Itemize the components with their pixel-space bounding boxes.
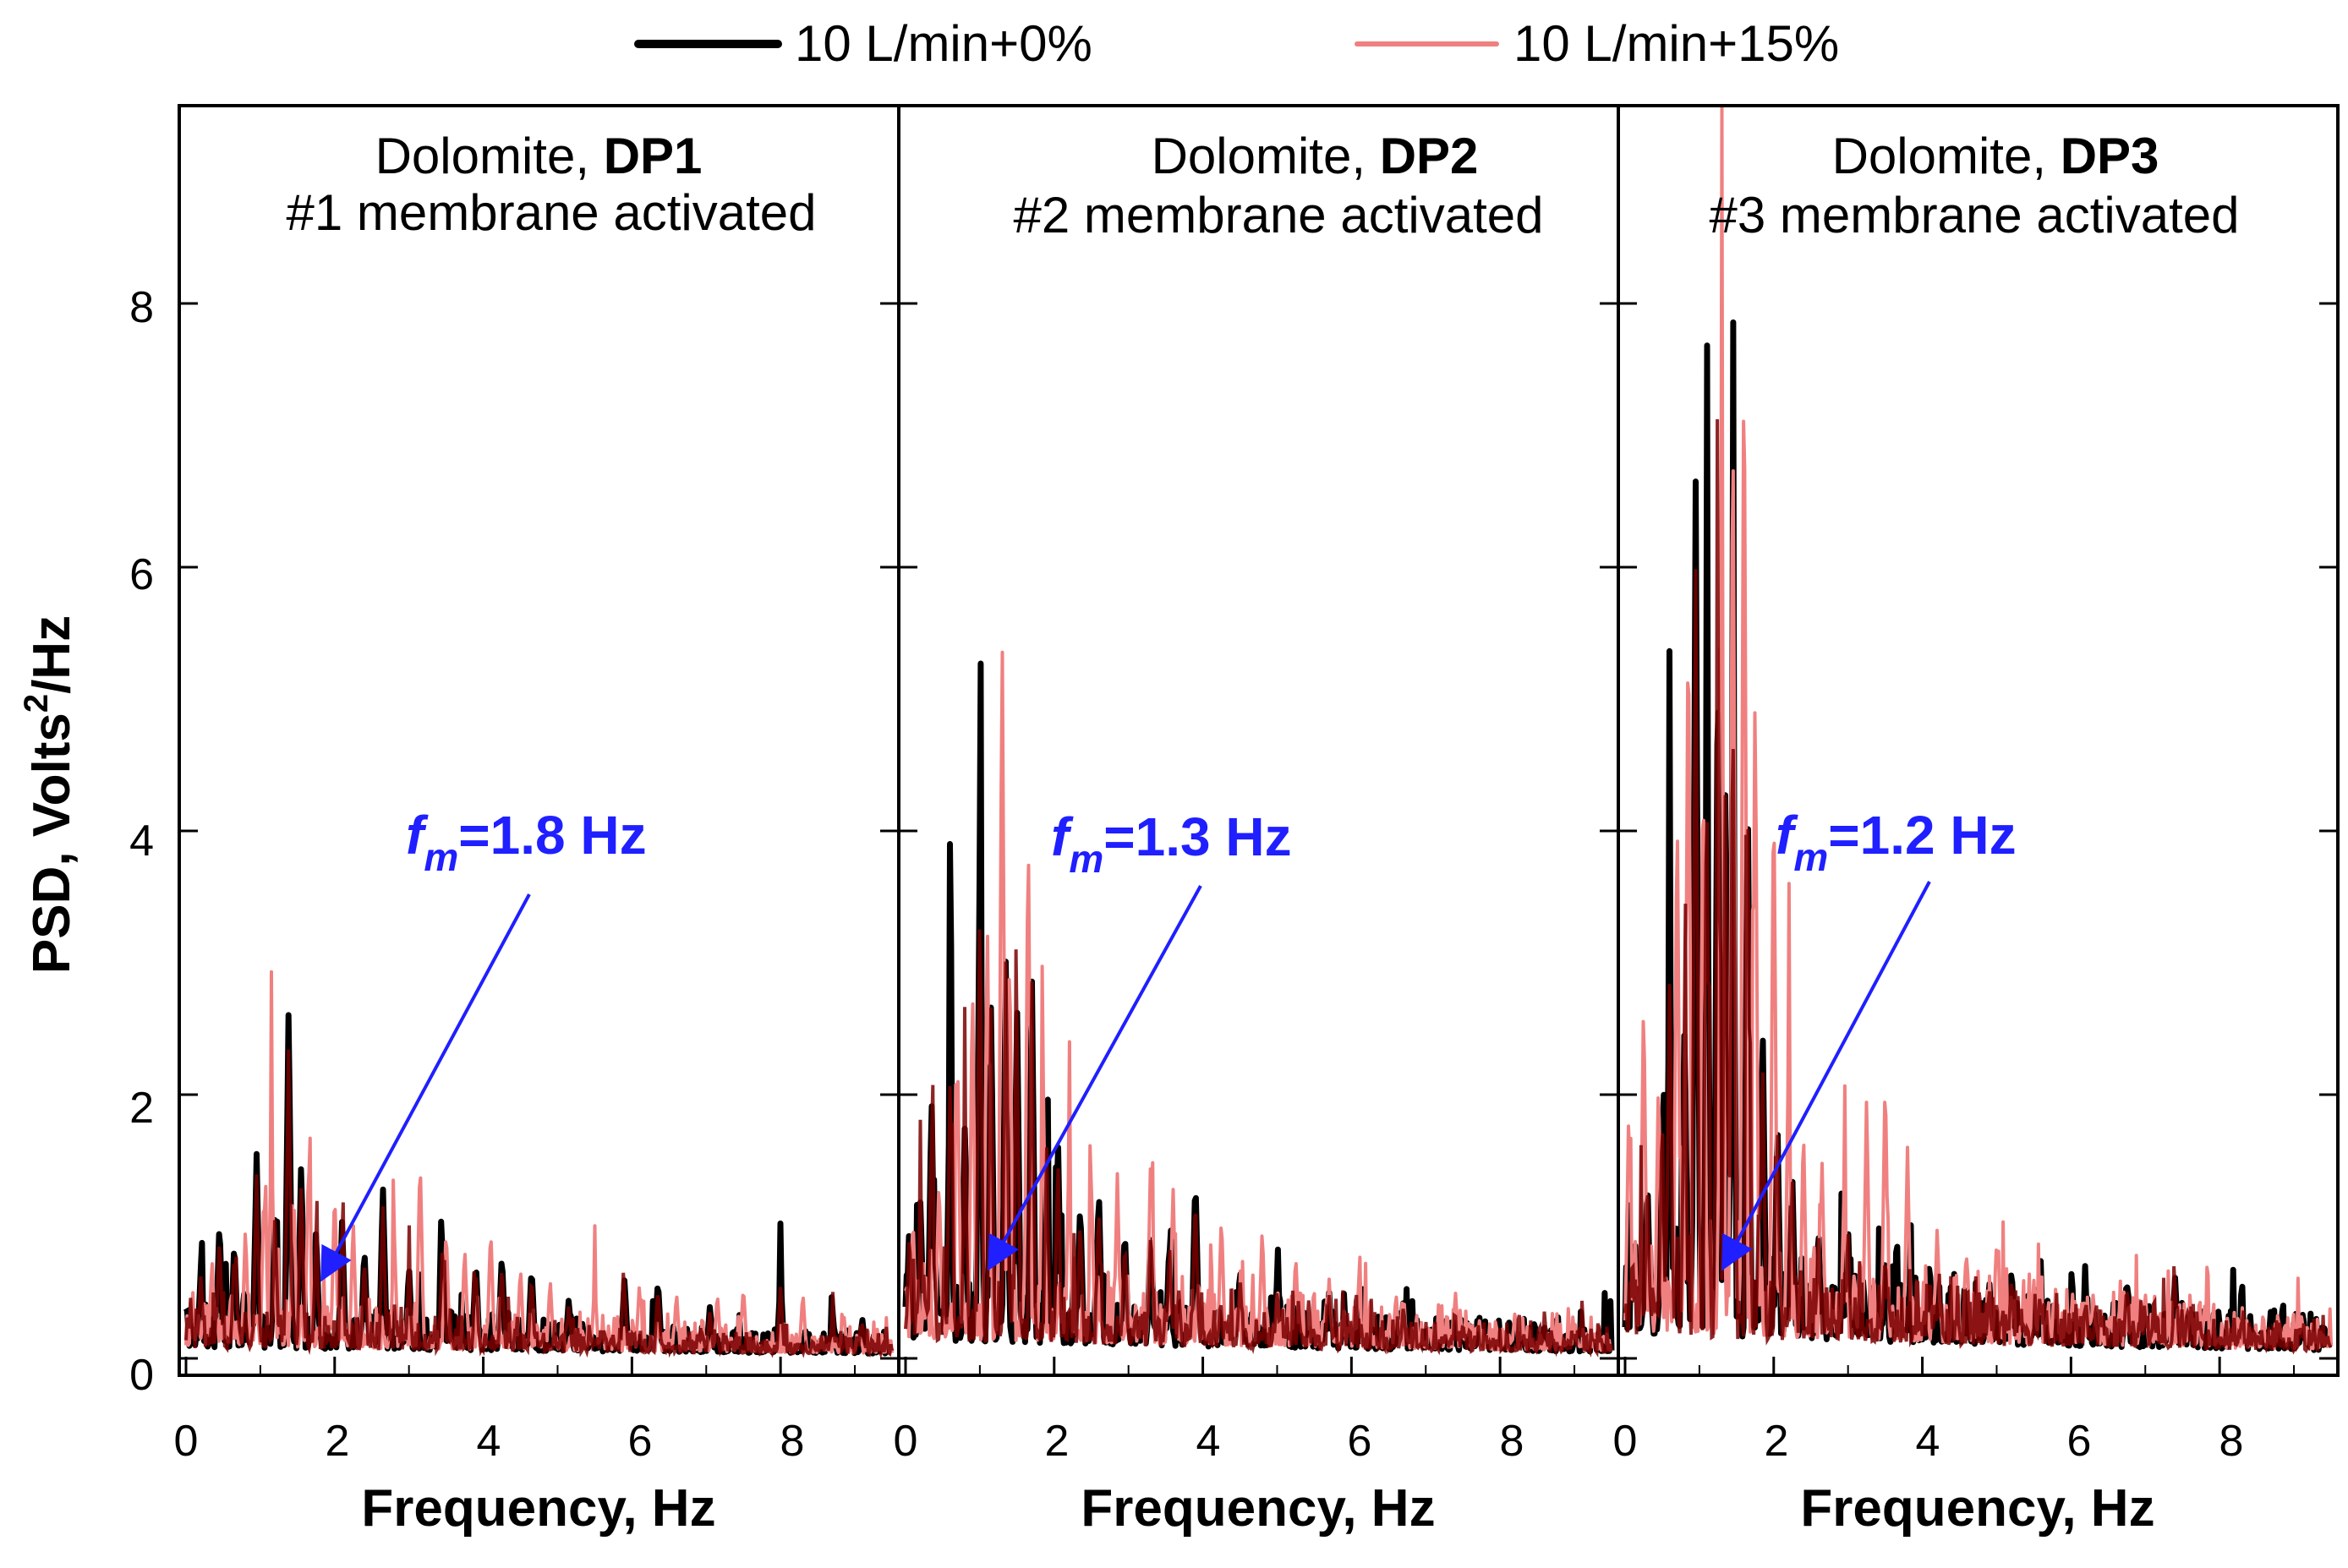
- panel-dp1-annotation-arrow: [320, 893, 531, 1282]
- panel-dp3-title-prefix: Dolomite,: [1832, 128, 2061, 184]
- panel-dp1-title-bold: DP1: [604, 128, 703, 184]
- panel-dp3-x-tick-4: 4: [1916, 1417, 1940, 1466]
- y-axis-label: PSD, Volts2/Hz: [18, 615, 81, 974]
- panel-dp3-annotation-value: =1.2 Hz: [1828, 805, 2016, 866]
- panel-dp1-x-tick-8: 8: [780, 1417, 805, 1466]
- panel-dp3-series-red-line: [1623, 104, 2333, 1351]
- panel-dp1-overlap-line: [184, 1049, 894, 1359]
- panel-dp3-x-tick-0: 0: [1613, 1417, 1638, 1466]
- panel-dp1-title-prefix: Dolomite,: [375, 128, 604, 184]
- panel-dp3-annotation-arrow: [1721, 881, 1931, 1271]
- panel-dp2-series-red-line: [904, 650, 1613, 1352]
- panel-dp1-annotation: fm=1.8 Hz: [406, 805, 647, 879]
- panel-dp2: Dolomite, DP2 #2 membrane activated fm=1…: [894, 104, 1620, 1538]
- panel-dp1-x-axis-label: Frequency, Hz: [361, 1479, 715, 1538]
- legend-label-black: 10 L/min+0%: [795, 15, 1092, 72]
- panel-dp2-x-tick-6: 6: [1348, 1417, 1372, 1466]
- panel-dp2-x-tick-8: 8: [1500, 1417, 1524, 1466]
- panel-dp3-plot-area: [1618, 104, 2338, 1375]
- panel-dp2-x-ticks: 0 2 4 6 8: [894, 1417, 1524, 1466]
- panel-dp3-x-tick-8: 8: [2219, 1417, 2244, 1466]
- panel-dp2-tick-marks: [899, 302, 1618, 1375]
- y-tick-label-4: 4: [129, 817, 154, 866]
- panel-dp3-title-bold: DP3: [2061, 128, 2159, 184]
- panel-dp1-x-tick-2: 2: [326, 1417, 350, 1466]
- panel-dp3-frame: [1617, 104, 2340, 1377]
- panel-dp2-overlap-line: [904, 929, 1613, 1358]
- panel-dp2-x-tick-2: 2: [1045, 1417, 1070, 1466]
- panel-dp2-annotation-value: =1.3 Hz: [1103, 806, 1291, 867]
- panel-dp3-tick-marks: [1618, 302, 2338, 1375]
- panel-dp1: Dolomite, DP1 #1 membrane activated fm=1…: [174, 104, 900, 1538]
- panel-dp1-annotation-subscript: m: [424, 835, 458, 879]
- panel-dp3-title: Dolomite, DP3: [1832, 128, 2159, 184]
- panel-dp3-annotation: fm=1.2 Hz: [1776, 805, 2017, 879]
- panel-dp3-x-ticks: 0 2 4 6 8: [1613, 1417, 2244, 1466]
- panel-dp2-annotation-subscript: m: [1069, 837, 1103, 881]
- y-axis-label-tail: /Hz: [23, 615, 81, 694]
- panel-dp2-title-bold: DP2: [1380, 128, 1479, 184]
- panel-dp3-annotation-subscript: m: [1793, 835, 1828, 879]
- panel-dp2-annotation: fm=1.3 Hz: [1051, 806, 1292, 881]
- y-tick-label-8: 8: [129, 283, 154, 332]
- panel-dp3: Dolomite, DP3 #3 membrane activated fm=1…: [1613, 104, 2340, 1538]
- panel-dp2-x-axis-label: Frequency, Hz: [1081, 1479, 1435, 1538]
- panel-dp2-subtitle: #2 membrane activated: [1013, 187, 1543, 243]
- panel-dp1-subtitle: #1 membrane activated: [286, 184, 816, 241]
- y-tick-label-0: 0: [129, 1351, 154, 1400]
- y-tick-label-6: 6: [129, 550, 154, 599]
- legend-label-red: 10 L/min+15%: [1513, 15, 1839, 72]
- panel-dp1-x-tick-0: 0: [174, 1417, 199, 1466]
- panel-dp3-x-axis-label: Frequency, Hz: [1800, 1479, 2154, 1538]
- panel-dp3-x-tick-6: 6: [2067, 1417, 2092, 1466]
- y-tick-label-2: 2: [129, 1084, 154, 1133]
- y-tick-labels: 0 2 4 6 8: [129, 283, 154, 1400]
- panel-dp2-plot-area: [899, 302, 1618, 1375]
- panel-dp1-x-tick-4: 4: [477, 1417, 501, 1466]
- y-axis-label-sup: 2: [18, 694, 55, 713]
- panel-dp1-annotation-value: =1.8 Hz: [458, 805, 646, 866]
- panel-dp2-annotation-arrow: [988, 885, 1202, 1271]
- panel-dp3-subtitle: #3 membrane activated: [1709, 187, 2239, 243]
- panel-dp1-x-tick-6: 6: [628, 1417, 653, 1466]
- legend: 10 L/min+0% 10 L/min+15%: [634, 15, 1839, 72]
- panel-dp1-x-ticks: 0 2 4 6 8: [174, 1417, 805, 1466]
- panel-dp1-tick-marks: [179, 302, 899, 1375]
- panel-dp2-x-tick-0: 0: [894, 1417, 918, 1466]
- panel-dp3-x-tick-2: 2: [1765, 1417, 1789, 1466]
- panel-dp3-overlap-line: [1623, 418, 2333, 1355]
- y-axis-label-main: PSD, Volts: [23, 713, 81, 974]
- panel-dp1-plot-area: [179, 302, 899, 1375]
- panel-dp2-title: Dolomite, DP2: [1152, 128, 1479, 184]
- panel-dp2-title-prefix: Dolomite,: [1152, 128, 1380, 184]
- panel-dp2-x-tick-4: 4: [1196, 1417, 1221, 1466]
- panel-dp1-title: Dolomite, DP1: [375, 128, 703, 184]
